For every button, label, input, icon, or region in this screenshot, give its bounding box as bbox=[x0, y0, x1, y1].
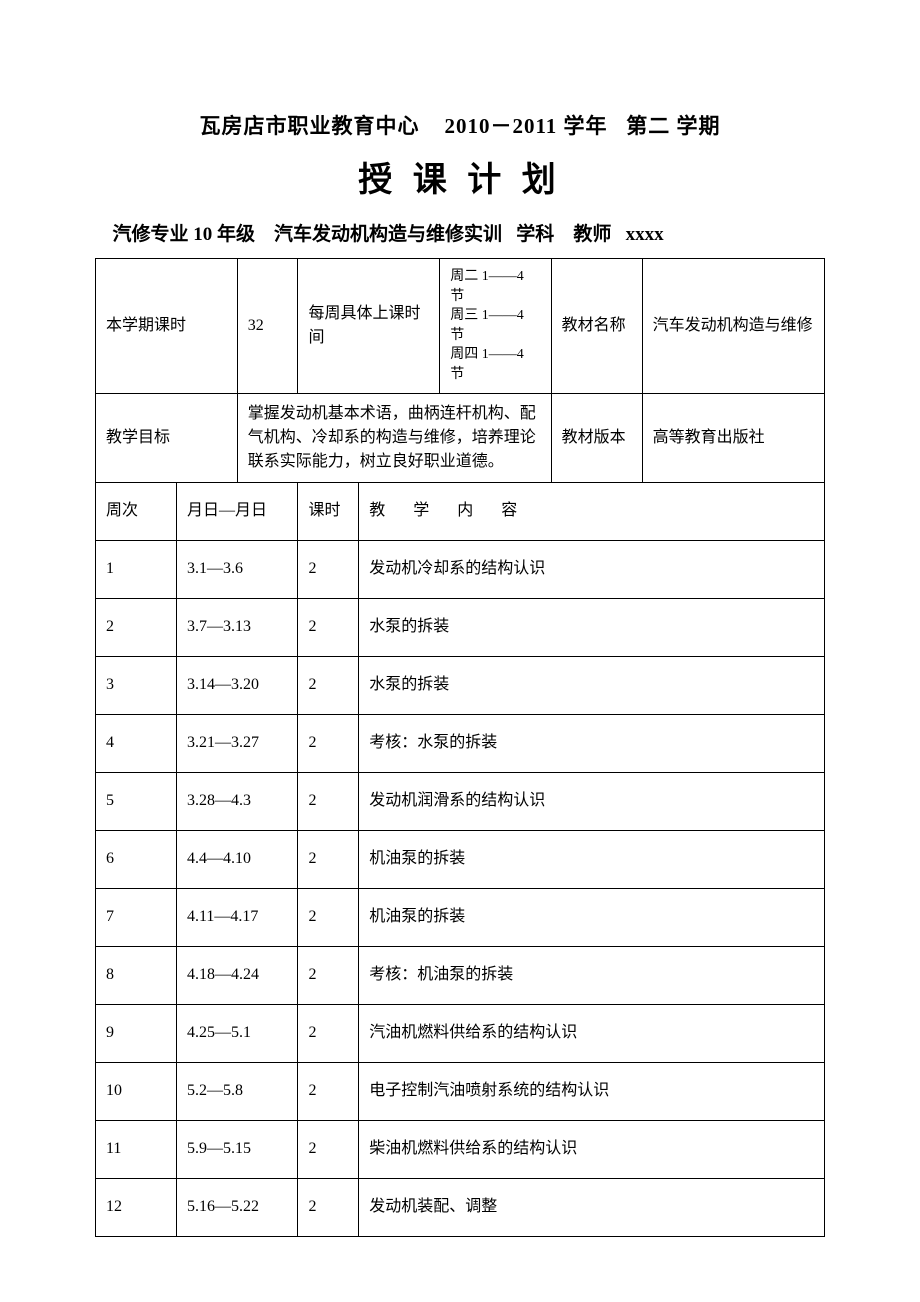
week-cell: 3 bbox=[96, 656, 177, 714]
info-row-1: 本学期课时 32 每周具体上课时间 周二 1——4 节 周三 1——4 节 周四… bbox=[96, 259, 825, 394]
table-row: 1 3.1—3.6 2 发动机冷却系的结构认识 bbox=[96, 540, 825, 598]
hours-cell: 2 bbox=[298, 540, 359, 598]
table-row: 5 3.28—4.3 2 发动机润滑系的结构认识 bbox=[96, 772, 825, 830]
date-cell: 3.28—4.3 bbox=[176, 772, 297, 830]
date-cell: 4.18—4.24 bbox=[176, 946, 297, 1004]
week-cell: 11 bbox=[96, 1120, 177, 1178]
content-cell: 水泵的拆装 bbox=[359, 656, 825, 714]
hours-cell: 2 bbox=[298, 656, 359, 714]
major: 汽修专业 bbox=[113, 224, 189, 245]
column-header-row: 周次 月日—月日 课时 教 学 内 容 bbox=[96, 482, 825, 540]
col-hours: 课时 bbox=[298, 482, 359, 540]
week-cell: 9 bbox=[96, 1004, 177, 1062]
date-cell: 4.4—4.10 bbox=[176, 830, 297, 888]
table-row: 10 5.2—5.8 2 电子控制汽油喷射系统的结构认识 bbox=[96, 1062, 825, 1120]
academic-year: 2010－2011 学年 bbox=[444, 114, 607, 138]
hours-cell: 2 bbox=[298, 830, 359, 888]
week-cell: 4 bbox=[96, 714, 177, 772]
hours-cell: 2 bbox=[298, 598, 359, 656]
schedule-line-2: 周三 1——4 节 bbox=[450, 306, 540, 345]
weekly-label: 每周具体上课时间 bbox=[298, 259, 440, 394]
content-cell: 发动机装配、调整 bbox=[359, 1178, 825, 1236]
document-title: 授 课 计 划 bbox=[95, 152, 825, 201]
date-cell: 5.2—5.8 bbox=[176, 1062, 297, 1120]
col-content: 教 学 内 容 bbox=[359, 482, 825, 540]
weekly-schedule: 周二 1——4 节 周三 1——4 节 周四 1——4 节 bbox=[440, 259, 551, 394]
schedule-line-1: 周二 1——4 节 bbox=[450, 267, 540, 306]
col-date: 月日—月日 bbox=[176, 482, 297, 540]
table-row: 3 3.14—3.20 2 水泵的拆装 bbox=[96, 656, 825, 714]
content-cell: 考核：机油泵的拆装 bbox=[359, 946, 825, 1004]
date-cell: 3.7—3.13 bbox=[176, 598, 297, 656]
hours-cell: 2 bbox=[298, 772, 359, 830]
edition-label: 教材版本 bbox=[551, 393, 642, 482]
table-row: 7 4.11—4.17 2 机油泵的拆装 bbox=[96, 888, 825, 946]
date-cell: 4.11—4.17 bbox=[176, 888, 297, 946]
date-cell: 3.14—3.20 bbox=[176, 656, 297, 714]
date-cell: 5.16—5.22 bbox=[176, 1178, 297, 1236]
hours-cell: 2 bbox=[298, 1004, 359, 1062]
subject: 汽车发动机构造与维修实训 bbox=[274, 224, 502, 245]
table-row: 2 3.7—3.13 2 水泵的拆装 bbox=[96, 598, 825, 656]
teacher-name: xxxx bbox=[626, 224, 664, 245]
table-row: 8 4.18—4.24 2 考核：机油泵的拆装 bbox=[96, 946, 825, 1004]
table-row: 9 4.25—5.1 2 汽油机燃料供给系的结构认识 bbox=[96, 1004, 825, 1062]
school-name: 瓦房店市职业教育中心 bbox=[199, 114, 419, 138]
objective-value: 掌握发动机基本术语，曲柄连杆机构、配气机构、冷却系的构造与维修，培养理论联系实际… bbox=[237, 393, 551, 482]
week-cell: 10 bbox=[96, 1062, 177, 1120]
hours-cell: 2 bbox=[298, 946, 359, 1004]
hours-cell: 2 bbox=[298, 1120, 359, 1178]
content-cell: 发动机润滑系的结构认识 bbox=[359, 772, 825, 830]
content-cell: 汽油机燃料供给系的结构认识 bbox=[359, 1004, 825, 1062]
date-cell: 3.21—3.27 bbox=[176, 714, 297, 772]
hours-cell: 2 bbox=[298, 714, 359, 772]
table-row: 12 5.16—5.22 2 发动机装配、调整 bbox=[96, 1178, 825, 1236]
info-row-2: 教学目标 掌握发动机基本术语，曲柄连杆机构、配气机构、冷却系的构造与维修，培养理… bbox=[96, 393, 825, 482]
content-cell: 考核：水泵的拆装 bbox=[359, 714, 825, 772]
col-week: 周次 bbox=[96, 482, 177, 540]
table-row: 11 5.9—5.15 2 柴油机燃料供给系的结构认识 bbox=[96, 1120, 825, 1178]
week-cell: 1 bbox=[96, 540, 177, 598]
content-cell: 柴油机燃料供给系的结构认识 bbox=[359, 1120, 825, 1178]
schedule-line-3: 周四 1——4 节 bbox=[450, 345, 540, 384]
week-cell: 2 bbox=[96, 598, 177, 656]
content-cell: 机油泵的拆装 bbox=[359, 830, 825, 888]
table-row: 6 4.4—4.10 2 机油泵的拆装 bbox=[96, 830, 825, 888]
subtitle-line: 汽修专业 10 年级 汽车发动机构造与维修实训 学科 教师 xxxx bbox=[95, 219, 825, 246]
edition-value: 高等教育出版社 bbox=[642, 393, 824, 482]
content-cell: 机油泵的拆装 bbox=[359, 888, 825, 946]
subject-label: 学科 bbox=[516, 224, 554, 245]
week-cell: 8 bbox=[96, 946, 177, 1004]
week-cell: 12 bbox=[96, 1178, 177, 1236]
date-cell: 3.1—3.6 bbox=[176, 540, 297, 598]
content-cell: 电子控制汽油喷射系统的结构认识 bbox=[359, 1062, 825, 1120]
week-cell: 7 bbox=[96, 888, 177, 946]
date-cell: 5.9—5.15 bbox=[176, 1120, 297, 1178]
hours-cell: 2 bbox=[298, 888, 359, 946]
semester: 第二 学期 bbox=[626, 114, 720, 138]
objective-label: 教学目标 bbox=[96, 393, 238, 482]
plan-table: 本学期课时 32 每周具体上课时间 周二 1——4 节 周三 1——4 节 周四… bbox=[95, 258, 825, 1237]
teacher-label: 教师 bbox=[573, 224, 611, 245]
date-cell: 4.25—5.1 bbox=[176, 1004, 297, 1062]
hours-cell: 2 bbox=[298, 1062, 359, 1120]
title-line: 瓦房店市职业教育中心 2010－2011 学年 第二 学期 bbox=[95, 110, 825, 140]
hours-cell: 2 bbox=[298, 1178, 359, 1236]
textbook-value: 汽车发动机构造与维修 bbox=[642, 259, 824, 394]
week-cell: 6 bbox=[96, 830, 177, 888]
table-row: 4 3.21—3.27 2 考核：水泵的拆装 bbox=[96, 714, 825, 772]
hours-value: 32 bbox=[237, 259, 298, 394]
grade: 10 年级 bbox=[193, 224, 255, 245]
content-cell: 发动机冷却系的结构认识 bbox=[359, 540, 825, 598]
hours-label: 本学期课时 bbox=[96, 259, 238, 394]
content-cell: 水泵的拆装 bbox=[359, 598, 825, 656]
week-cell: 5 bbox=[96, 772, 177, 830]
textbook-label: 教材名称 bbox=[551, 259, 642, 394]
